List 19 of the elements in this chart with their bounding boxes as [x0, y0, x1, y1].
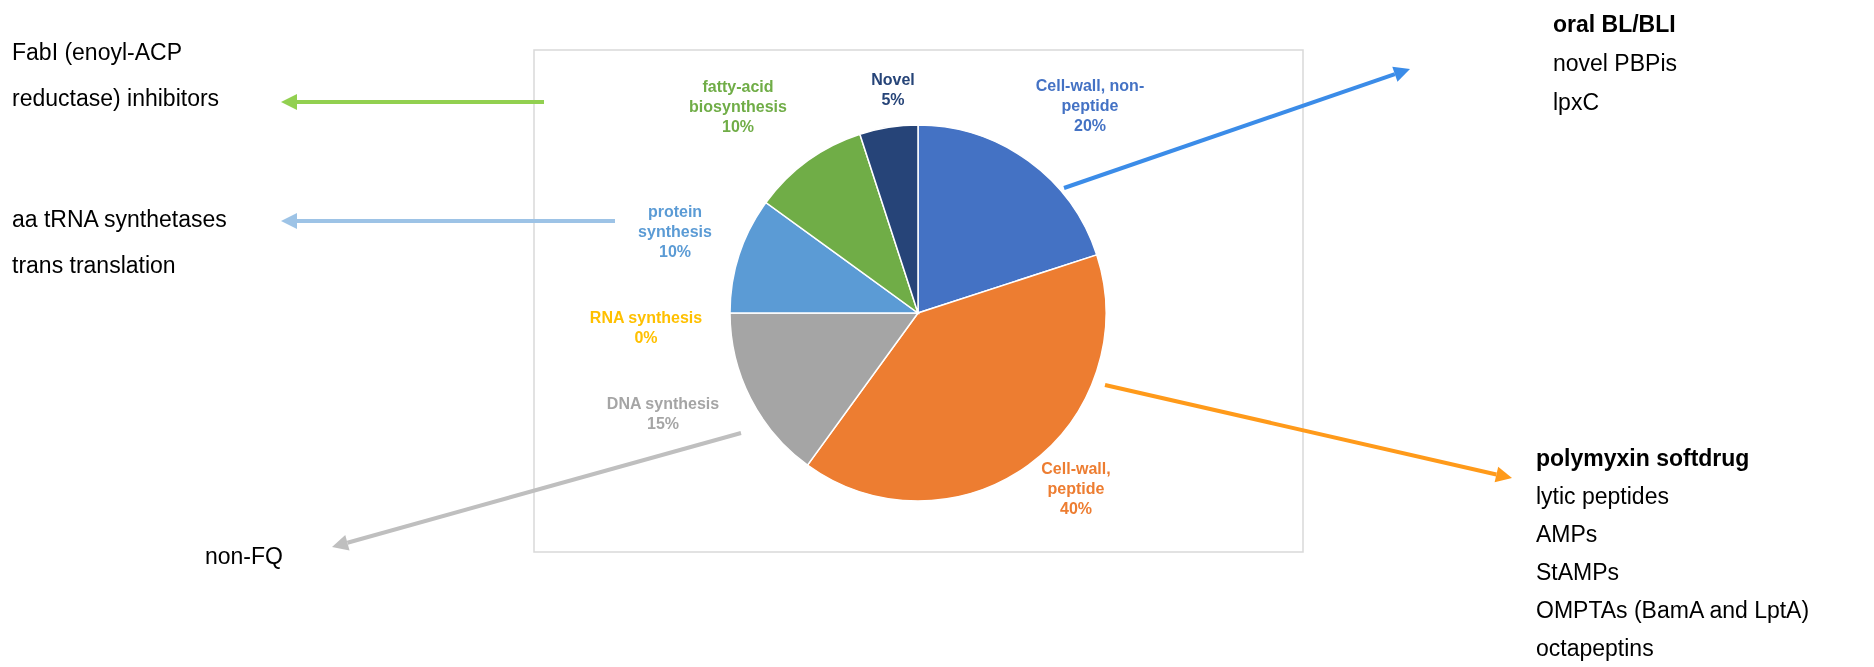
data-label: 5% [881, 91, 905, 109]
text: aa tRNA synthetases trans translation [12, 206, 227, 279]
data-label: 15% [646, 415, 680, 433]
slice-label: Cell-wall, peptide [1041, 460, 1111, 498]
slice-label: Novel [871, 71, 915, 89]
category-label: RNA synthesis [589, 309, 703, 327]
data-label: 20% [1073, 117, 1107, 135]
data-label: 10% [658, 243, 692, 261]
text: non-FQ [205, 543, 283, 570]
slice-label: DNA synthesis [606, 395, 720, 413]
data-label: 40% [1059, 500, 1093, 518]
data-label: 10% [721, 118, 755, 136]
text: oral BL/BLI novel PBPis lpxC [1553, 11, 1678, 116]
slice-label: fatty-acid biosynthesis [689, 78, 787, 116]
text: 0% [634, 329, 658, 347]
text: FabI (enoyl-ACP reductase) inhibitors [12, 39, 220, 112]
text: polymyxin softdrug lytic peptides AMPs StAMPs OMPTAs (BamA and LptA) octapeptins [1536, 445, 1810, 662]
slice-label: protein synthesis [638, 203, 713, 241]
slice-label: Cell-wall, non-peptide [1035, 77, 1145, 115]
